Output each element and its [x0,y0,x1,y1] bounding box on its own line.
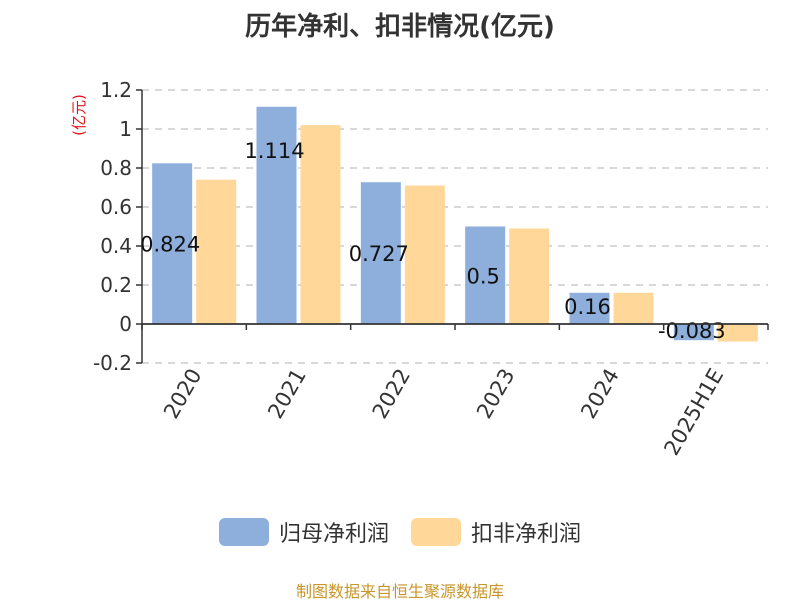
legend-label-series-1: 归母净利润 [278,522,389,547]
source-note: 制图数据来自恒生聚源数据库 [295,582,504,601]
data-label: 0.16 [564,295,611,319]
x-tick-label: 2021 [263,365,311,423]
y-tick-label: -0.2 [93,351,132,375]
bar-deducted-net-profit [509,228,550,324]
bar-net-profit [569,292,610,324]
x-tick-label: 2024 [576,365,624,423]
x-tick-label: 2025H1E [659,365,728,460]
data-label: 1.114 [244,139,304,163]
y-tick-label: 0 [119,312,132,336]
legend: 归母净利润 扣非净利润 [0,516,800,548]
y-tick-label: 0.2 [100,273,132,297]
bar-net-profit [152,163,193,324]
data-label: 0.824 [140,233,200,257]
bar-net-profit [673,324,714,341]
y-tick-label: 1.2 [100,78,132,102]
x-tick-label: 2020 [159,365,207,423]
bar-deducted-net-profit [300,125,341,324]
bar-net-profit [256,106,297,325]
y-axis-title: (亿元) [70,94,88,136]
data-label: 0.727 [349,242,409,266]
data-label: 0.5 [466,264,499,288]
chart-title: 历年净利、扣非情况(亿元) [245,12,555,42]
bar-deducted-net-profit [404,185,445,324]
x-tick-label: 2023 [472,365,520,423]
y-tick-label: 0.6 [100,195,132,219]
legend-item-series-1[interactable]: 归母净利润 [218,516,389,548]
bar-deducted-net-profit [196,179,237,324]
y-tick-label: 0.8 [100,156,132,180]
legend-label-series-2: 扣非净利润 [471,522,582,547]
bar-net-profit [465,226,506,324]
x-tick-label: 2022 [368,365,416,423]
data-label: -0.083 [658,319,726,343]
bar-deducted-net-profit [717,324,758,342]
legend-swatch-series-2 [411,518,461,546]
legend-item-series-2[interactable]: 扣非净利润 [411,516,581,548]
y-tick-label: 0.4 [100,234,132,258]
bar-net-profit [360,182,401,324]
bar-deducted-net-profit [613,292,654,324]
y-tick-label: 1 [119,117,132,141]
legend-swatch-series-1 [218,518,269,546]
